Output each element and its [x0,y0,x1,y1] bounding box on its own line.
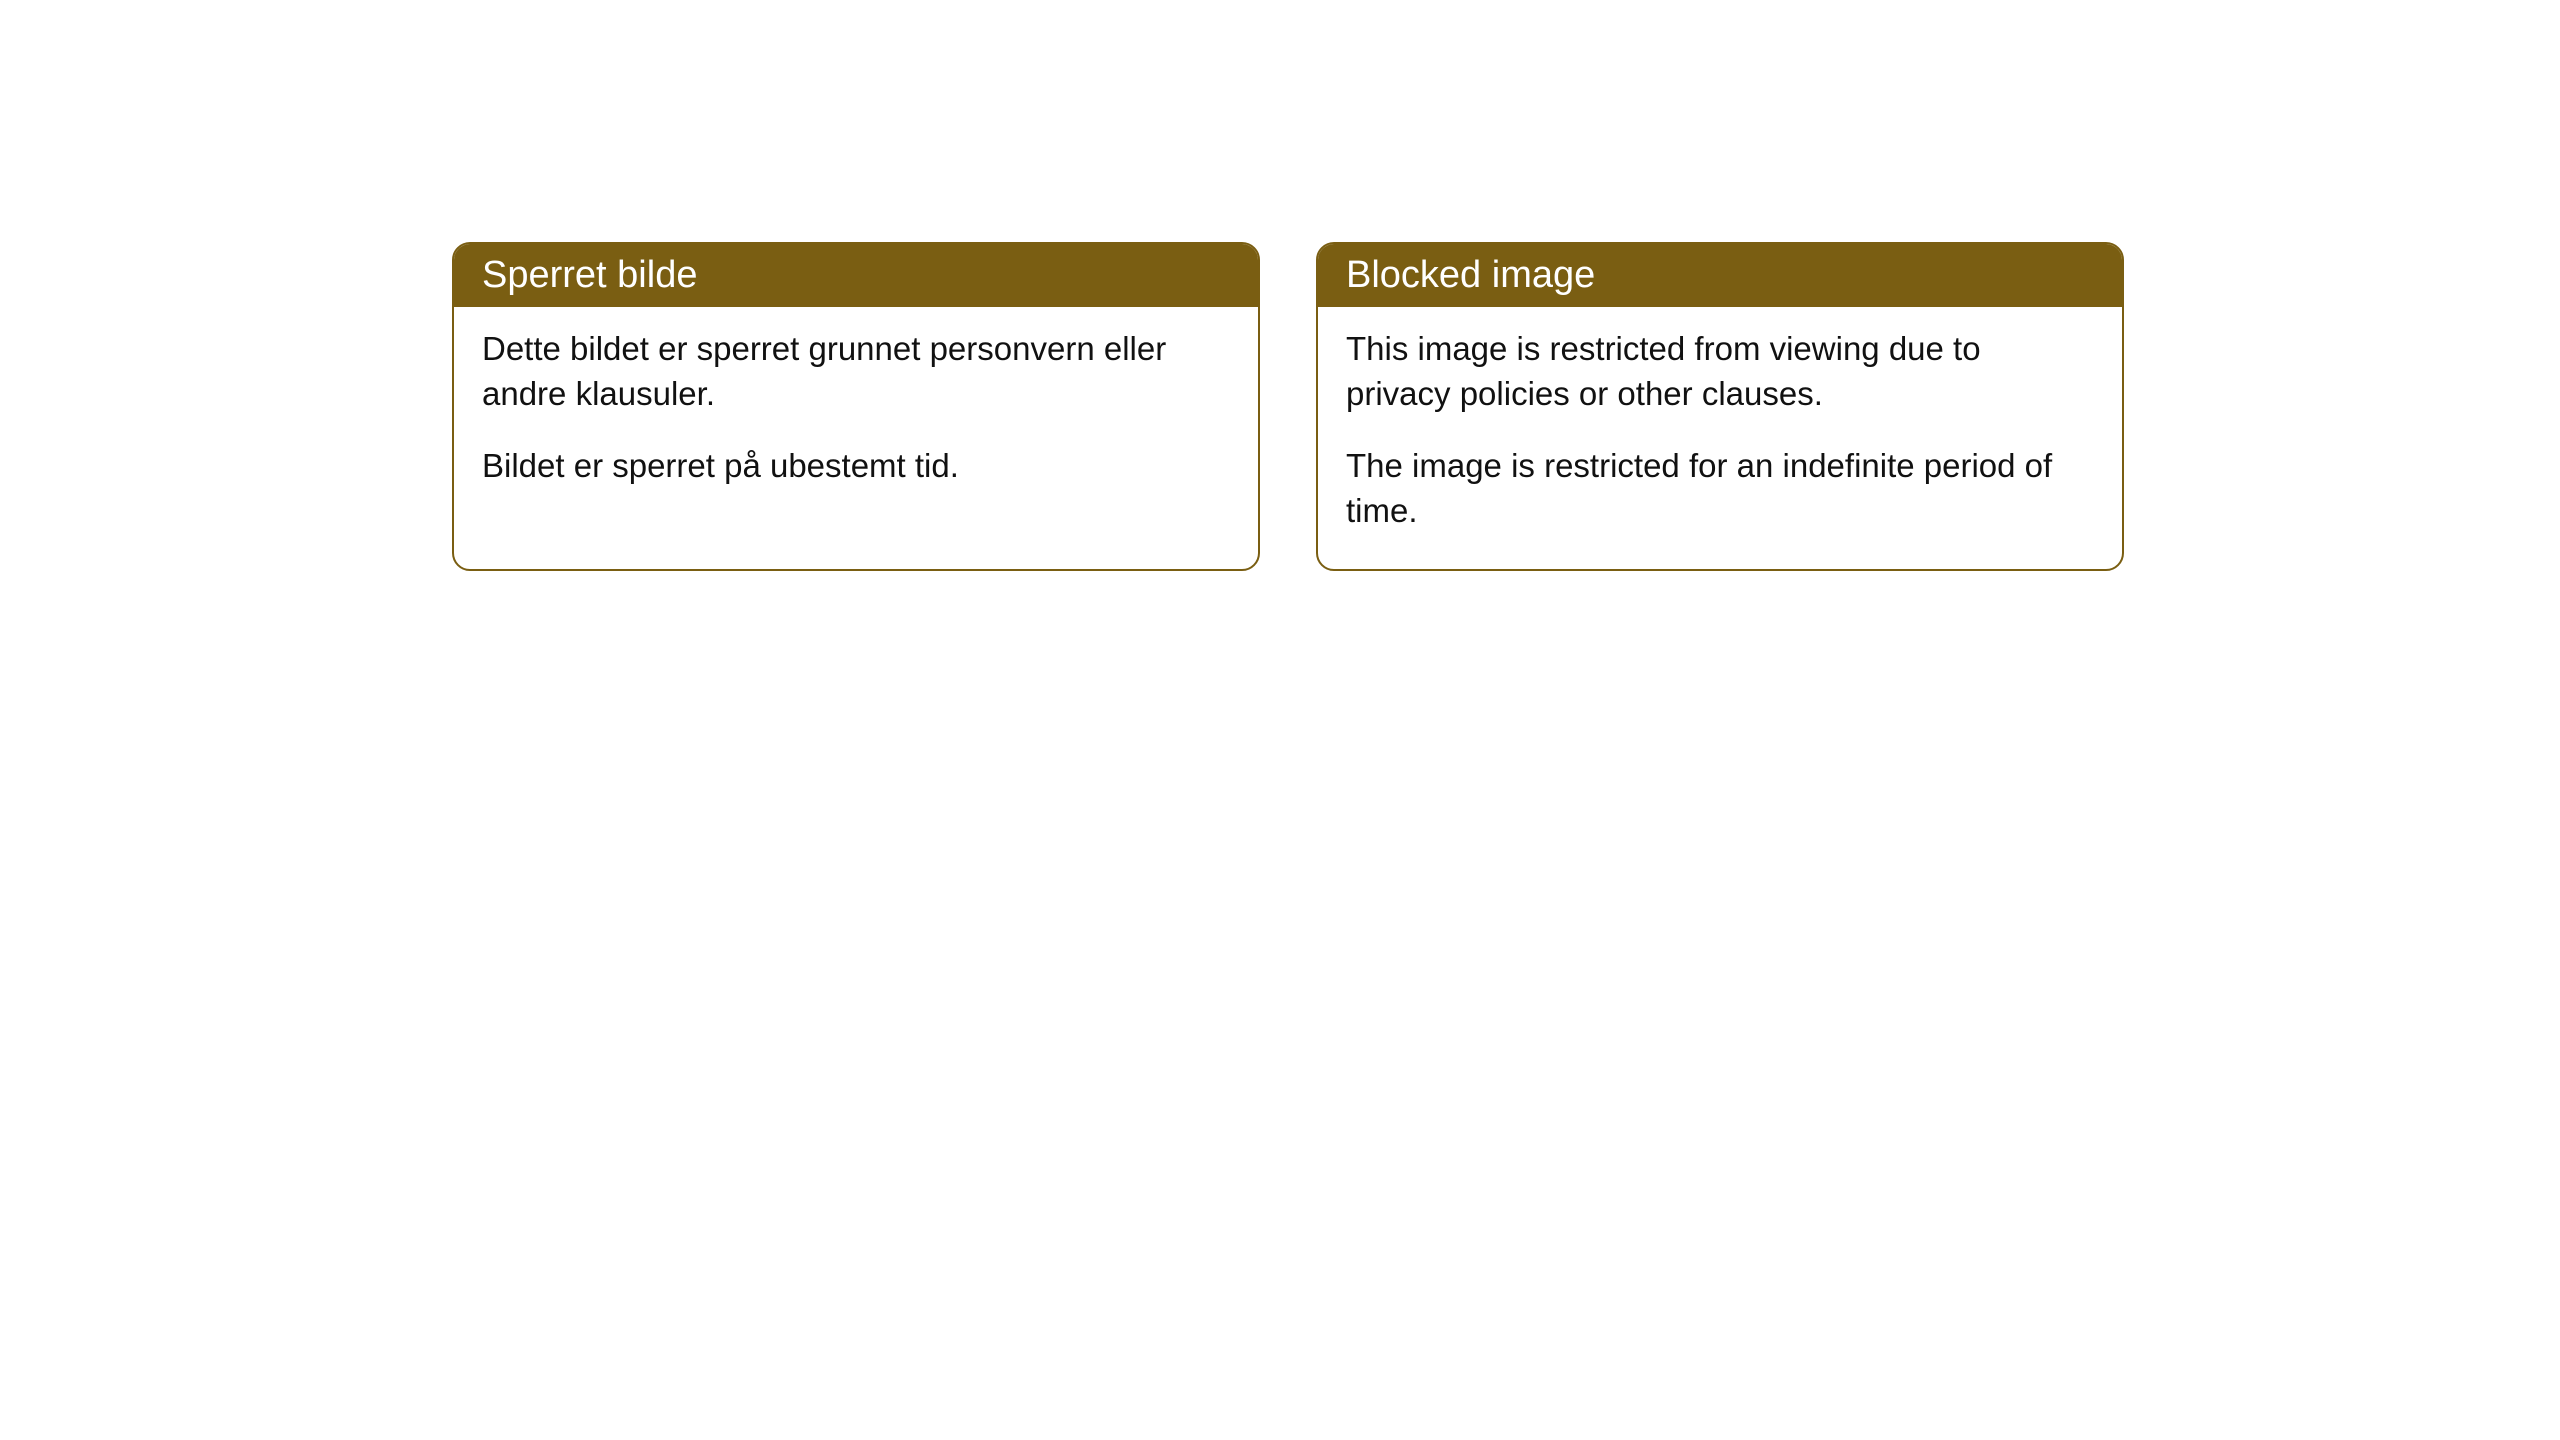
card-header: Sperret bilde [454,244,1258,307]
card-header: Blocked image [1318,244,2122,307]
card-paragraph: This image is restricted from viewing du… [1346,327,2094,416]
card-paragraph: Dette bildet er sperret grunnet personve… [482,327,1230,416]
card-body: This image is restricted from viewing du… [1318,307,2122,569]
notice-card-english: Blocked image This image is restricted f… [1316,242,2124,571]
notice-card-norwegian: Sperret bilde Dette bildet er sperret gr… [452,242,1260,571]
card-paragraph: Bildet er sperret på ubestemt tid. [482,444,1230,489]
notice-cards-container: Sperret bilde Dette bildet er sperret gr… [452,242,2124,571]
card-body: Dette bildet er sperret grunnet personve… [454,307,1258,525]
card-paragraph: The image is restricted for an indefinit… [1346,444,2094,533]
card-title: Sperret bilde [482,254,697,296]
card-title: Blocked image [1346,254,1595,296]
